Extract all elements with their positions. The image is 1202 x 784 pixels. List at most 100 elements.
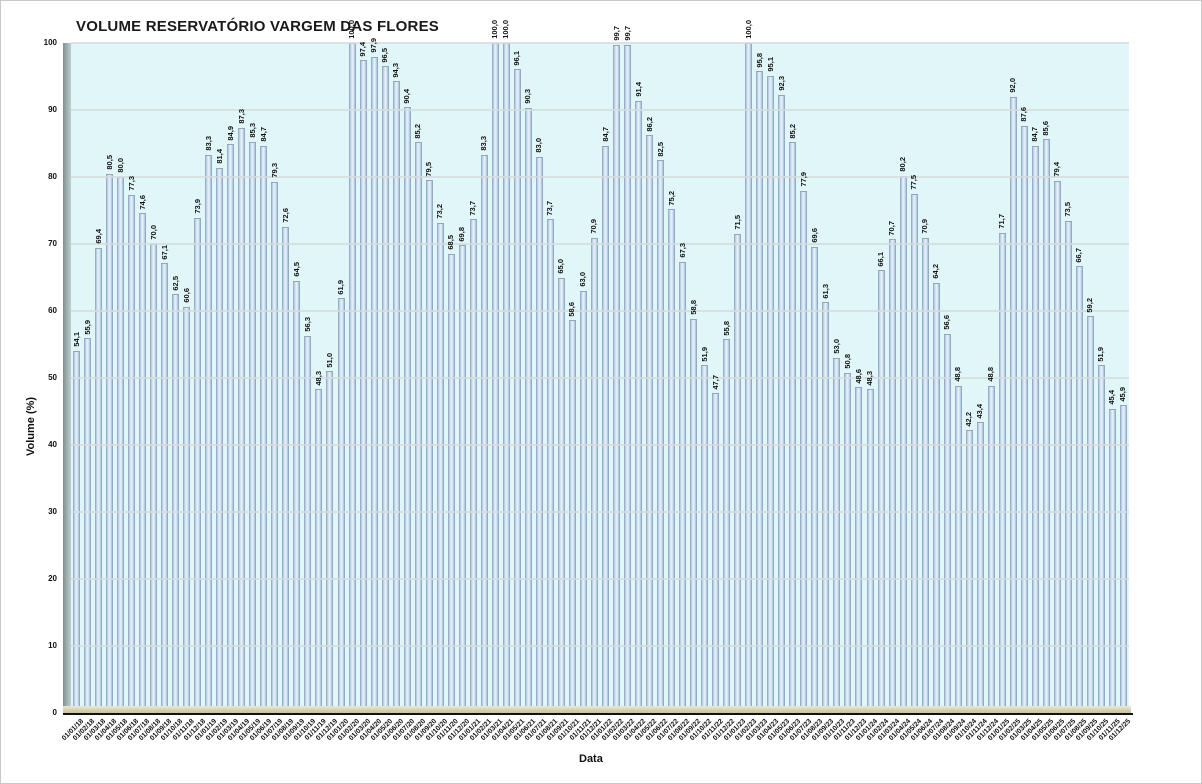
- bar-value-label: 92,0: [1008, 78, 1018, 93]
- bar-value-label: 64,5: [291, 262, 301, 277]
- bar-value-label: 79,4: [1052, 162, 1062, 178]
- bar-value-label: 100,0: [743, 20, 753, 39]
- bar-01/04/24: [899, 175, 907, 713]
- bar-01/07/18: [139, 213, 147, 713]
- bar-01/04/20: [370, 57, 378, 713]
- bar-value-label: 91,4: [633, 82, 643, 97]
- bar-value-label: 95,1: [765, 57, 775, 72]
- bar-01/08/20: [414, 142, 422, 713]
- bar-value-label: 58,8: [688, 300, 698, 316]
- bar-value-label: 61,3: [820, 283, 830, 299]
- bar-value-label: 66,1: [876, 251, 886, 267]
- bar-01/11/19: [315, 389, 323, 713]
- bar-01/06/22: [657, 160, 665, 713]
- bar-value-label: 69,8: [457, 226, 467, 242]
- bar-value-label: 50,8: [842, 354, 852, 369]
- bar-01/12/23: [855, 387, 863, 713]
- bar-value-label: 53,0: [831, 339, 841, 354]
- bar-value-label: 73,2: [435, 203, 445, 219]
- bar-01/10/24: [965, 430, 973, 713]
- bar-value-label: 97,4: [358, 41, 368, 57]
- bar-value-label: 81,4: [214, 149, 224, 164]
- bar-value-label: 79,5: [424, 161, 434, 177]
- y-axis-tick-label: 10: [48, 641, 57, 650]
- bar-01/02/25: [1009, 96, 1017, 713]
- bar-01/04/25: [1031, 145, 1039, 713]
- bar-value-label: 43,4: [975, 403, 985, 419]
- bar-value-label: 55,8: [721, 320, 731, 336]
- bar-01/02/19: [216, 167, 224, 713]
- bar-value-label: 77,3: [126, 176, 136, 192]
- bar-value-label: 99,7: [611, 26, 621, 42]
- bar-value-label: 87,3: [236, 109, 246, 125]
- bar-value-label: 65,0: [556, 258, 566, 274]
- bar-value-label: 73,7: [468, 200, 478, 216]
- y-axis-tick-label: 80: [48, 172, 57, 181]
- bar-01/03/22: [624, 45, 632, 713]
- bar-01/05/21: [513, 69, 521, 713]
- bar-01/12/24: [987, 386, 995, 713]
- bar-01/01/21: [469, 219, 477, 713]
- bar-value-label: 84,9: [225, 125, 235, 141]
- bar-01/08/18: [150, 244, 158, 713]
- bar-value-label: 85,2: [413, 123, 423, 139]
- bar-01/10/19: [304, 335, 312, 713]
- chart-title: VOLUME RESERVATÓRIO VARGEM DAS FLORES: [76, 18, 439, 35]
- bar-value-label: 67,1: [159, 244, 169, 260]
- bar-01/01/20: [337, 298, 345, 713]
- bar-value-label: 73,5: [1063, 201, 1073, 217]
- bar-01/11/24: [976, 422, 984, 713]
- bar-01/02/22: [613, 45, 621, 713]
- bar-value-label: 70,9: [589, 219, 599, 234]
- bar-01/10/21: [568, 320, 576, 713]
- bar-value-label: 85,3: [247, 122, 257, 138]
- bar-value-label: 55,9: [82, 319, 92, 335]
- bar-01/04/22: [635, 100, 643, 713]
- y-axis-tick-label: 60: [48, 306, 57, 315]
- bar-01/02/23: [745, 43, 753, 713]
- y-axis-tick-label: 0: [52, 708, 57, 717]
- bar-01/03/24: [888, 239, 896, 713]
- bar-value-label: 48,3: [865, 370, 874, 386]
- bar-value-label: 42,2: [964, 411, 974, 427]
- bar-value-label: 63,0: [578, 272, 588, 287]
- bar-01/11/22: [712, 393, 720, 713]
- bar-value-label: 83,3: [479, 136, 489, 151]
- bar-value-label: 95,8: [754, 52, 764, 68]
- bar-value-label: 79,3: [269, 163, 279, 178]
- bar-01/06/21: [524, 108, 532, 713]
- bar-01/11/25: [1108, 408, 1116, 713]
- bar-01/07/22: [668, 209, 676, 713]
- gridline-100: [71, 42, 1129, 44]
- bar-value-label: 80,0: [115, 158, 125, 173]
- bar-01/07/20: [403, 107, 411, 713]
- bar-value-label: 77,5: [909, 175, 919, 190]
- bar-value-label: 94,3: [391, 62, 401, 78]
- y-axis-tick-label: 50: [48, 373, 57, 382]
- bar-01/10/22: [701, 365, 709, 713]
- bar-01/03/19: [227, 144, 235, 713]
- bar-value-label: 69,4: [93, 229, 103, 245]
- bar-value-label: 62,5: [170, 275, 180, 291]
- bar-value-label: 77,9: [798, 172, 808, 188]
- bar-01/09/18: [161, 263, 169, 713]
- bar-value-label: 61,9: [336, 279, 345, 295]
- bar-value-label: 51,9: [1096, 346, 1106, 362]
- bar-value-label: 70,0: [148, 225, 158, 240]
- bar-value-label: 51,0: [324, 352, 334, 368]
- bar-value-label: 100,0: [490, 20, 500, 39]
- bar-01/05/22: [646, 135, 654, 713]
- bar-01/08/25: [1075, 266, 1083, 713]
- bar-01/12/25: [1119, 405, 1127, 713]
- y-axis-tick-label: 90: [48, 105, 57, 114]
- bar-01/11/20: [447, 254, 455, 713]
- bar-value-label: 71,5: [732, 215, 742, 230]
- bar-01/04/23: [767, 75, 775, 713]
- bar-01/03/20: [359, 60, 367, 713]
- bar-value-label: 84,7: [1030, 126, 1040, 142]
- bar-value-label: 100,0: [501, 20, 511, 39]
- bar-value-label: 99,7: [622, 26, 632, 42]
- bar-01/01/18: [73, 350, 80, 713]
- bar-01/07/24: [932, 282, 940, 713]
